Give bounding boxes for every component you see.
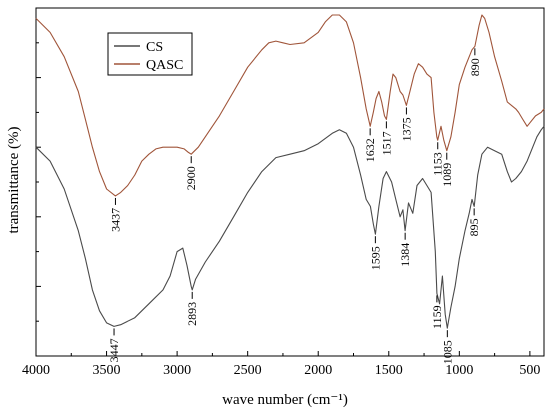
peak-label: 1384 xyxy=(398,243,412,267)
x-tick-label: 2500 xyxy=(234,363,262,378)
x-tick-label: 3000 xyxy=(163,363,191,378)
peak-label: 1085 xyxy=(440,340,454,364)
peak-label: 895 xyxy=(467,218,481,236)
peak-label: 1159 xyxy=(430,305,444,329)
peak-label: 3437 xyxy=(108,208,122,232)
x-tick-label: 500 xyxy=(519,363,540,378)
peak-label: 1632 xyxy=(363,138,377,162)
x-tick-label: 1500 xyxy=(375,363,403,378)
legend-label-qasc: QASC xyxy=(146,58,183,73)
x-tick-label: 4000 xyxy=(22,363,50,378)
series-line-cs xyxy=(35,125,545,329)
peak-label: 1153 xyxy=(431,152,445,176)
x-tick-label: 3500 xyxy=(93,363,121,378)
series-layer xyxy=(35,14,545,329)
peak-label: 2893 xyxy=(185,302,199,326)
legend: CS QASC xyxy=(107,32,193,76)
peak-label: 3447 xyxy=(107,338,121,362)
peak-label: 1375 xyxy=(399,117,413,141)
peak-label: 1595 xyxy=(368,246,382,270)
legend-box xyxy=(107,32,193,76)
x-axis-ticks: 4000 3500 3000 2500 2000 1500 1000 500 xyxy=(22,351,540,378)
y-axis-ticks xyxy=(36,42,41,322)
peak-label: 1089 xyxy=(440,163,454,187)
x-axis-label: wave number (cm⁻¹) xyxy=(222,392,348,408)
peak-label: 890 xyxy=(468,58,482,76)
x-tick-label: 2000 xyxy=(304,363,332,378)
peak-label: 1517 xyxy=(379,131,393,155)
legend-label-cs: CS xyxy=(146,40,163,55)
series-line-qasc xyxy=(35,14,545,197)
x-tick-label: 1000 xyxy=(445,363,473,378)
y-axis-label: transmittance (%) xyxy=(6,126,22,233)
peak-label: 2900 xyxy=(184,166,198,190)
